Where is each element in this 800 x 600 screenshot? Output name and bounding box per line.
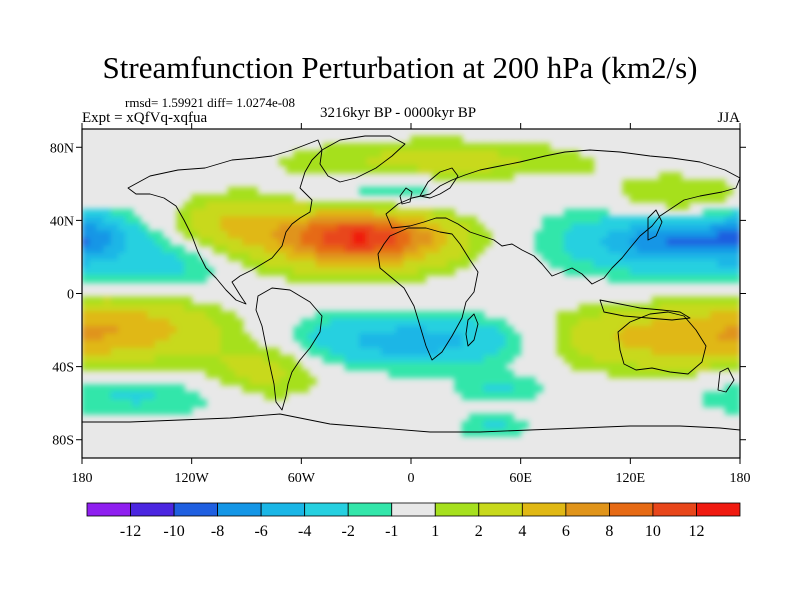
colorbar-label: -4 (298, 523, 311, 540)
colorbar-label: -8 (211, 523, 224, 540)
lat-tick-label: 80S (52, 434, 74, 449)
experiment-label: Expt = xQfVq-xqfua (82, 110, 208, 126)
colorbar-label: -2 (342, 523, 355, 540)
colorbar-swatch (130, 502, 175, 517)
axes: 80N 40N 0 40S 80S 180 120W 60W 0 60E 120E 180 (50, 123, 751, 486)
lon-tick-label: 60E (509, 471, 532, 486)
lon-tick-label: 180 (730, 471, 751, 486)
coastline-north-america (127, 139, 323, 305)
colorbar-label: 6 (562, 523, 570, 540)
colorbar-label: -6 (254, 523, 267, 540)
colorbar-label: 4 (518, 523, 526, 540)
colorbar-swatch (478, 502, 523, 517)
lon-tick-label: 0 (408, 471, 415, 486)
coastline-south-america (255, 287, 323, 411)
coastline-japan (647, 209, 663, 241)
lon-tick-label: 60W (288, 471, 316, 486)
colorbar-swatch (86, 502, 131, 517)
season-label: JJA (717, 110, 740, 126)
coastline-greenland (319, 135, 406, 183)
lat-tick-label: 40N (50, 214, 74, 229)
coastline-uk (399, 187, 413, 205)
coastline-madagascar (465, 313, 479, 347)
colorbar-swatch (696, 502, 741, 517)
colorbar-swatch (304, 502, 349, 517)
colorbar-label: 10 (645, 523, 661, 540)
plot-title: Streamfunction Perturbation at 200 hPa (… (102, 50, 698, 85)
colorbar-swatch (391, 502, 436, 517)
colorbar-label: 8 (605, 523, 613, 540)
coastlines (82, 135, 740, 433)
lon-tick-label: 120E (616, 471, 646, 486)
colorbar-label: 2 (475, 523, 483, 540)
coastline-africa (377, 227, 479, 361)
colorbar-swatch (217, 502, 262, 517)
colorbar-label: 1 (431, 523, 439, 540)
colorbar-swatch (521, 502, 567, 517)
lon-tick-label: 120W (175, 471, 210, 486)
coastline-australia (617, 311, 707, 375)
coastline-new-zealand (717, 367, 735, 393)
lon-tick-label: 180 (72, 471, 93, 486)
colorbar-label: 12 (688, 523, 704, 540)
colorbar: -12 -10 -8 -6 -4 -2 -1 1 2 4 6 8 10 12 (86, 502, 741, 540)
rmsd-diff-stats: rmsd= 1.59921 diff= 1.0274e-08 (125, 95, 296, 110)
colorbar-swatch (260, 502, 306, 517)
lat-tick-label: 0 (67, 288, 74, 303)
colorbar-label: -1 (385, 523, 398, 540)
coastline-antarctica (82, 413, 740, 433)
colorbar-label: -12 (120, 523, 141, 540)
colorbar-label: -10 (163, 523, 184, 540)
coastline-eurasia (385, 149, 740, 285)
colorbar-swatch (652, 502, 697, 517)
lat-tick-label: 80N (50, 141, 74, 156)
lat-tick-label: 40S (52, 361, 74, 376)
colorbar-swatch (347, 502, 393, 517)
colorbar-swatch (173, 502, 218, 517)
colorbar-swatch (609, 502, 654, 517)
coastline-indonesia (599, 299, 691, 321)
colorbar-swatch (434, 502, 480, 517)
period-label: 3216kyr BP - 0000kyr BP (320, 105, 477, 121)
colorbar-swatch (565, 502, 610, 517)
coastline-scandinavia (419, 167, 459, 199)
